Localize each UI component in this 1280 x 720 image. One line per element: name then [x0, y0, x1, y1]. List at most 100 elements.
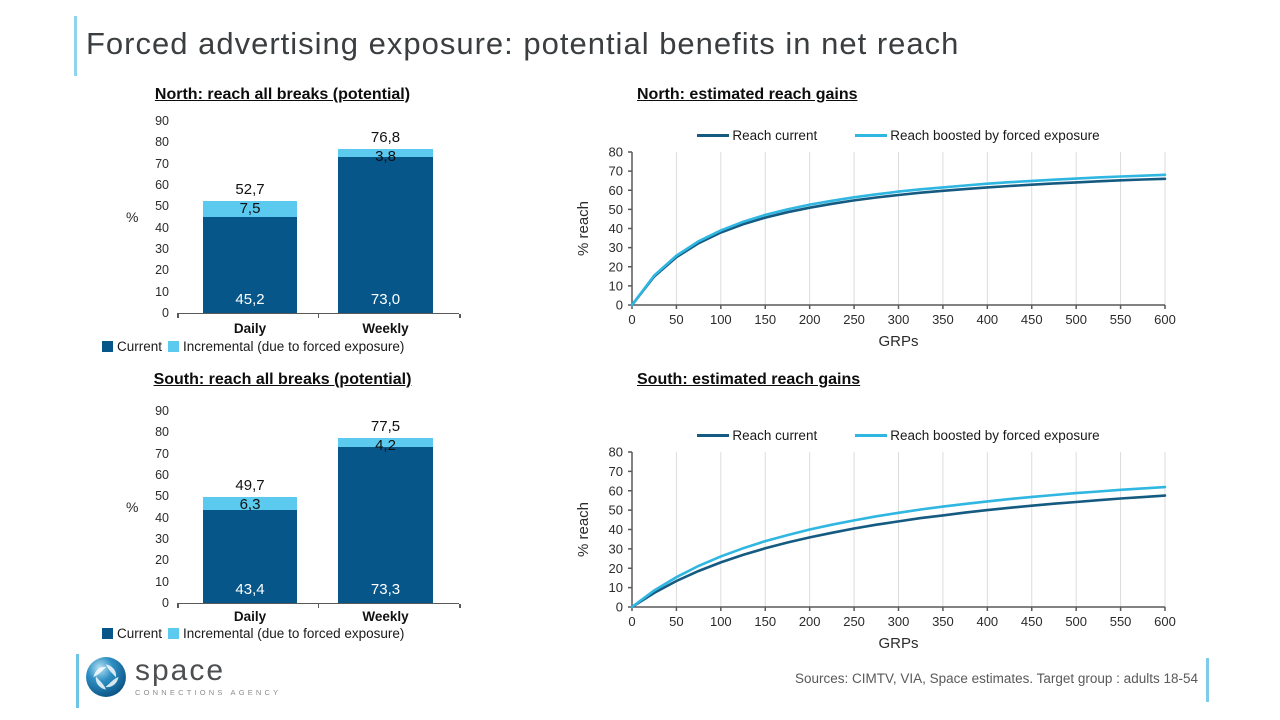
series-line-boosted: [630, 173, 1167, 307]
chart-title: South: estimated reach gains: [637, 371, 861, 388]
y-tick-label: 30: [155, 242, 169, 256]
x-axis-line: [177, 603, 459, 604]
y-tick-label: 60: [609, 483, 623, 498]
bar-segment-incremental: [338, 149, 433, 158]
x-axis-tick: [177, 314, 179, 318]
legend-label: Current: [117, 626, 163, 641]
x-axis-tick: [459, 314, 461, 318]
y-tick-label: 80: [155, 425, 169, 440]
y-tick-label: 10: [155, 284, 169, 299]
x-tick-label: 50: [669, 312, 683, 327]
category-label: Daily: [233, 321, 267, 336]
y-tick-label: 80: [155, 135, 169, 150]
y-tick-label: 0: [616, 298, 623, 313]
legend-item: Reach boosted by forced exposure: [855, 128, 1100, 143]
bar-current-label: 73,0: [370, 291, 401, 308]
logo: space CONNECTIONS AGENCY: [76, 652, 281, 710]
x-tick-label: 0: [628, 614, 635, 629]
y-tick-label: 70: [155, 156, 169, 171]
y-tick-label: 60: [609, 183, 623, 198]
y-tick-label: 40: [609, 221, 623, 236]
bar-legend: Current Incremental (due to forced exposu…: [102, 626, 404, 641]
x-tick-label: 500: [1065, 614, 1087, 629]
x-tick-label: 400: [976, 312, 998, 327]
line-legend: Reach current Reach boosted by forced exp…: [632, 428, 1165, 443]
bar-incremental-label: 7,5: [239, 199, 261, 217]
x-axis-title: GRPs: [878, 635, 918, 652]
slide-title: Forced advertising exposure: potential b…: [86, 26, 960, 61]
legend-line-swatch-icon: [855, 434, 888, 437]
y-tick-label: 70: [609, 464, 623, 479]
x-tick-label: 150: [754, 312, 776, 327]
legend-line-swatch-icon: [855, 134, 888, 137]
x-axis-title: GRPs: [878, 333, 918, 350]
bar-current-label: 45,2: [235, 291, 265, 308]
y-tick-label: 10: [155, 574, 169, 589]
series-line-current: [630, 177, 1167, 307]
y-tick-label: 90: [155, 114, 169, 128]
y-axis-title: %: [126, 209, 139, 225]
y-tick-label: 20: [155, 263, 169, 278]
y-tick-label: 10: [609, 278, 623, 293]
footer-accent-bar: [1206, 658, 1209, 702]
x-tick-label: 550: [1110, 312, 1132, 327]
x-tick-label: 250: [843, 312, 865, 327]
y-axis-title: % reach: [575, 502, 592, 557]
y-tick-label: 20: [609, 259, 623, 274]
bar-segment-current: [203, 510, 297, 603]
y-tick-label: 40: [609, 522, 623, 537]
legend-label: Current: [117, 339, 163, 354]
x-tick-label: 200: [799, 312, 821, 327]
bar-incremental-label: 6,3: [239, 495, 261, 513]
legend-swatch-icon: [102, 341, 113, 352]
x-tick-label: 100: [710, 312, 732, 327]
y-tick-label: 50: [609, 503, 623, 518]
bar-incremental-label: 3,8: [375, 148, 396, 166]
legend-label: Reach current: [732, 128, 818, 143]
series-line-boosted: [630, 485, 1167, 609]
legend-label: Reach boosted by forced exposure: [890, 428, 1100, 443]
legend-line-swatch-icon: [697, 434, 730, 437]
south-lines-plot: 0 10 20 30 40 50 60 70 80 0 50 100 150 200 250 300 350 40…: [575, 445, 1176, 653]
bar-segment-incremental: [203, 496, 297, 511]
legend-item: Reach boosted by forced exposure: [855, 428, 1100, 443]
legend-line-swatch-icon: [697, 134, 730, 137]
x-axis-tick: [177, 604, 179, 608]
y-tick-label: 30: [609, 541, 623, 556]
legend-label: Incremental (due to forced exposure): [183, 626, 405, 641]
x-axis-line: [177, 313, 459, 314]
x-tick-label: 300: [888, 312, 910, 327]
chart-title: South: reach all breaks (potential): [153, 371, 412, 388]
y-tick-label: 50: [155, 489, 169, 504]
bar-legend: Current Incremental (due to forced exposu…: [102, 339, 404, 354]
y-tick-label: 0: [162, 306, 169, 320]
legend-label: Reach boosted by forced exposure: [890, 128, 1100, 143]
x-tick-label: 300: [888, 614, 910, 629]
y-tick-label: 40: [155, 220, 169, 235]
series-line-current: [630, 494, 1167, 609]
bar-current-label: 73,3: [370, 581, 401, 598]
y-tick-label: 50: [609, 202, 623, 217]
y-axis-title: %: [126, 499, 139, 515]
bar-segment-current: [338, 446, 433, 603]
bar-total-label: 49,7: [235, 476, 265, 494]
y-tick-label: 80: [609, 445, 623, 460]
x-tick-label: 250: [843, 614, 865, 629]
y-tick-label: 10: [609, 580, 623, 595]
x-axis-tick: [317, 604, 319, 608]
bar-segment-current: [338, 157, 433, 313]
legend-item: Current: [102, 626, 162, 641]
legend-swatch-icon: [168, 341, 180, 352]
y-tick-label: 70: [609, 164, 623, 179]
legend-swatch-icon: [102, 628, 113, 639]
logo-wordmark: space: [135, 654, 226, 687]
y-tick-label: 80: [609, 145, 623, 160]
category-label: Weekly: [362, 321, 409, 336]
chart-title: North: reach all breaks (potential): [154, 86, 411, 103]
legend-item: Incremental (due to forced exposure): [168, 339, 404, 354]
y-tick-label: 90: [155, 404, 169, 418]
x-tick-label: 600: [1154, 614, 1176, 629]
bar-incremental-label: 4,2: [375, 436, 396, 454]
x-tick-label: 400: [976, 614, 998, 629]
bar-total-label: 76,8: [370, 129, 401, 147]
